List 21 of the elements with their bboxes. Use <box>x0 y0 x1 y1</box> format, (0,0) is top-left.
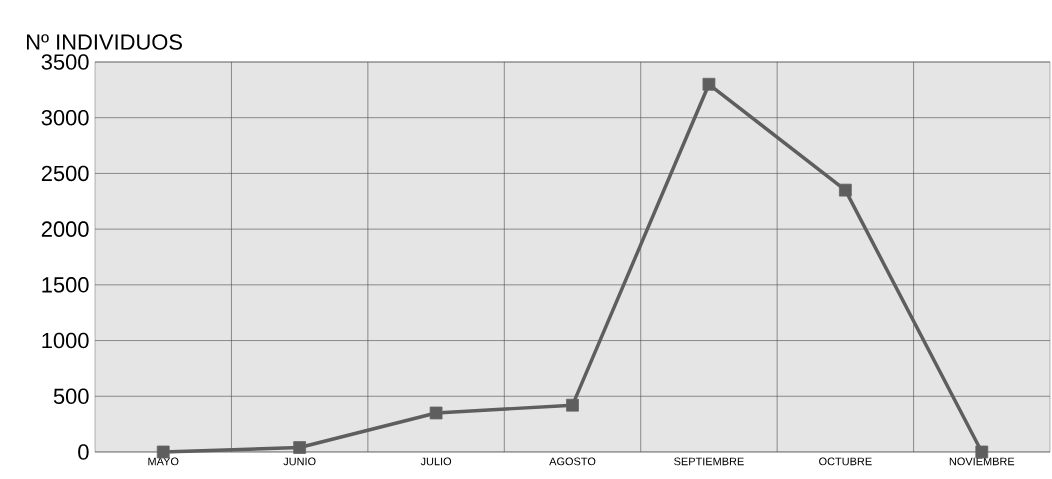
x-tick-label: OCTUBRE <box>819 457 872 466</box>
y-tick-label: 1000 <box>42 332 89 349</box>
y-axis-title: Nº INDIVIDUOS <box>27 34 182 50</box>
point <box>293 441 307 454</box>
y-tick-label: 3500 <box>41 54 89 70</box>
y-tick-label: 3000 <box>41 109 89 126</box>
x-tick-label: NOVIEMBRE <box>949 457 1015 466</box>
y-tick-label: 2000 <box>41 221 89 237</box>
point <box>429 406 443 420</box>
x-tick-label: AGOSTO <box>549 457 596 466</box>
x-tick-label: JULIO <box>420 457 452 466</box>
x-tick-label: SEPTIEMBRE <box>674 457 744 466</box>
point <box>702 77 716 91</box>
y-tick-label: 2500 <box>41 165 89 182</box>
y-tick-label: 500 <box>53 388 89 405</box>
point <box>838 183 852 197</box>
y-tick-label: 0 <box>78 444 89 460</box>
x-tick-label: JUNIO <box>283 457 316 466</box>
y-tick-label: 1500 <box>42 277 89 293</box>
point <box>566 398 579 412</box>
x-tick-label: MAYO <box>148 457 179 466</box>
